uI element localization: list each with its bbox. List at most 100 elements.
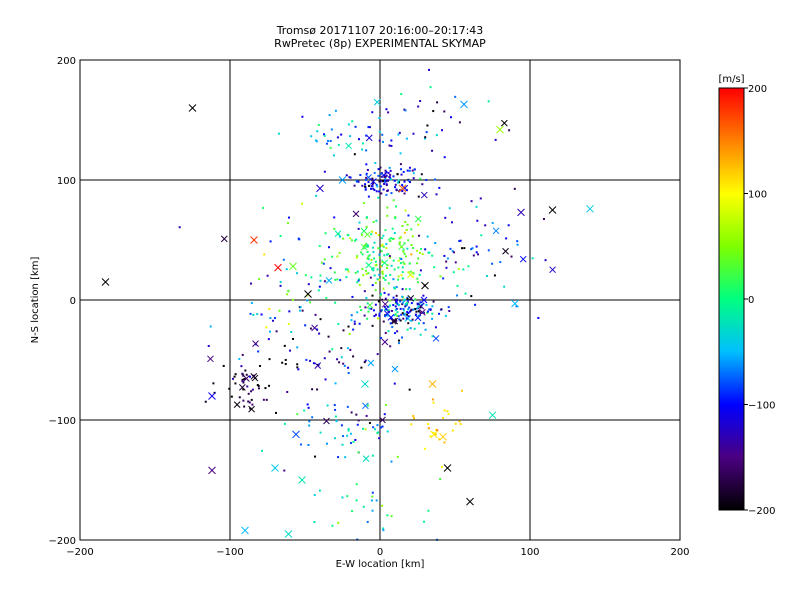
data-point — [350, 441, 353, 444]
data-point — [391, 326, 394, 329]
data-point — [397, 179, 400, 182]
data-point — [287, 289, 290, 292]
data-point — [393, 382, 396, 385]
data-point — [311, 416, 314, 419]
data-point — [425, 131, 428, 134]
data-point — [316, 388, 319, 391]
data-point — [410, 253, 413, 256]
data-point — [246, 385, 249, 388]
data-point-cross — [420, 296, 428, 304]
y-tick-label: 100 — [57, 176, 76, 187]
data-point — [406, 247, 409, 250]
data-point — [341, 496, 344, 499]
data-point — [334, 437, 337, 440]
data-point — [448, 207, 451, 210]
data-point — [432, 431, 435, 434]
data-point-cross — [373, 98, 381, 106]
data-point — [407, 239, 410, 242]
data-point — [417, 322, 420, 325]
data-point — [399, 152, 402, 155]
data-point — [359, 174, 362, 177]
data-point — [454, 95, 457, 98]
data-point — [347, 123, 350, 126]
data-point — [417, 195, 420, 198]
data-point — [401, 295, 404, 298]
x-tick-label: 200 — [670, 547, 689, 558]
data-point — [447, 306, 450, 309]
data-point — [367, 245, 370, 248]
data-point-cross — [367, 359, 375, 367]
data-point — [515, 305, 518, 308]
data-point — [368, 184, 371, 187]
data-point — [357, 419, 360, 422]
data-point-cross — [274, 263, 282, 272]
data-point — [379, 166, 382, 169]
data-point — [397, 275, 400, 278]
data-point — [356, 423, 359, 426]
data-point — [390, 309, 393, 312]
data-point — [387, 309, 390, 312]
data-point — [361, 253, 364, 256]
data-point — [286, 222, 289, 225]
data-point-cross — [208, 466, 216, 475]
data-point — [365, 149, 368, 152]
data-point — [441, 465, 444, 468]
data-point — [408, 306, 411, 309]
data-point — [416, 249, 419, 252]
data-point — [361, 142, 364, 145]
data-point — [371, 294, 374, 297]
data-point — [389, 237, 392, 240]
data-point — [409, 310, 412, 313]
data-point — [331, 255, 334, 258]
data-point — [230, 395, 233, 398]
data-point — [380, 244, 383, 247]
data-point — [318, 285, 321, 288]
data-point — [387, 330, 390, 333]
data-point — [325, 296, 328, 299]
data-point — [319, 274, 322, 277]
data-point — [390, 192, 393, 195]
data-point — [326, 404, 329, 407]
data-point — [301, 115, 304, 118]
data-point — [390, 144, 393, 147]
data-point — [403, 192, 406, 195]
data-point-cross — [284, 530, 293, 538]
data-point — [405, 304, 408, 307]
data-point — [353, 184, 356, 187]
data-point — [358, 284, 361, 287]
data-point — [424, 136, 427, 139]
data-point — [357, 180, 360, 183]
data-point — [307, 443, 310, 446]
data-point — [434, 326, 437, 329]
data-point — [399, 319, 402, 322]
data-point — [385, 253, 388, 256]
data-point — [508, 129, 511, 132]
data-point — [323, 357, 326, 360]
data-point — [278, 309, 281, 312]
data-point — [259, 364, 262, 367]
data-point — [424, 328, 427, 331]
data-point — [268, 308, 271, 311]
data-point-cross — [379, 416, 386, 424]
data-point — [395, 298, 398, 301]
data-point — [344, 456, 347, 459]
data-point — [412, 417, 415, 420]
data-point — [401, 288, 404, 291]
data-point — [378, 180, 381, 183]
data-point — [407, 322, 410, 325]
data-point — [354, 125, 357, 128]
data-point — [479, 197, 482, 200]
data-point — [494, 138, 497, 141]
data-point — [447, 412, 450, 415]
data-point — [456, 284, 459, 287]
data-point — [286, 293, 289, 296]
data-point — [423, 137, 426, 140]
data-point — [378, 116, 381, 119]
data-point — [339, 279, 342, 282]
data-point — [292, 337, 295, 340]
data-point — [364, 186, 367, 189]
data-point — [316, 328, 319, 331]
data-point-cross — [352, 210, 360, 218]
data-point — [401, 271, 404, 274]
